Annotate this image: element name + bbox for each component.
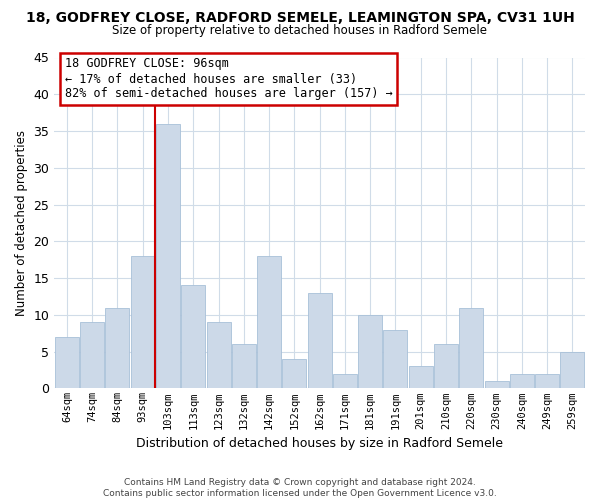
Bar: [55, 337, 79, 388]
Bar: [459, 308, 483, 388]
Bar: [156, 124, 180, 388]
Text: Contains HM Land Registry data © Crown copyright and database right 2024.
Contai: Contains HM Land Registry data © Crown c…: [103, 478, 497, 498]
Bar: [333, 374, 357, 388]
Bar: [206, 322, 230, 388]
Bar: [80, 322, 104, 388]
Bar: [560, 352, 584, 389]
Bar: [308, 293, 332, 388]
Bar: [535, 374, 559, 388]
Bar: [131, 256, 155, 388]
Bar: [106, 308, 130, 388]
Bar: [434, 344, 458, 389]
Text: Size of property relative to detached houses in Radford Semele: Size of property relative to detached ho…: [113, 24, 487, 37]
Bar: [232, 344, 256, 389]
Bar: [283, 359, 307, 388]
Bar: [485, 381, 509, 388]
Bar: [358, 315, 382, 388]
Bar: [383, 330, 407, 388]
Bar: [257, 256, 281, 388]
Bar: [181, 286, 205, 389]
Bar: [510, 374, 534, 388]
Bar: [409, 366, 433, 388]
Y-axis label: Number of detached properties: Number of detached properties: [15, 130, 28, 316]
Text: 18 GODFREY CLOSE: 96sqm
← 17% of detached houses are smaller (33)
82% of semi-de: 18 GODFREY CLOSE: 96sqm ← 17% of detache…: [65, 58, 392, 100]
X-axis label: Distribution of detached houses by size in Radford Semele: Distribution of detached houses by size …: [136, 437, 503, 450]
Text: 18, GODFREY CLOSE, RADFORD SEMELE, LEAMINGTON SPA, CV31 1UH: 18, GODFREY CLOSE, RADFORD SEMELE, LEAMI…: [26, 11, 574, 25]
